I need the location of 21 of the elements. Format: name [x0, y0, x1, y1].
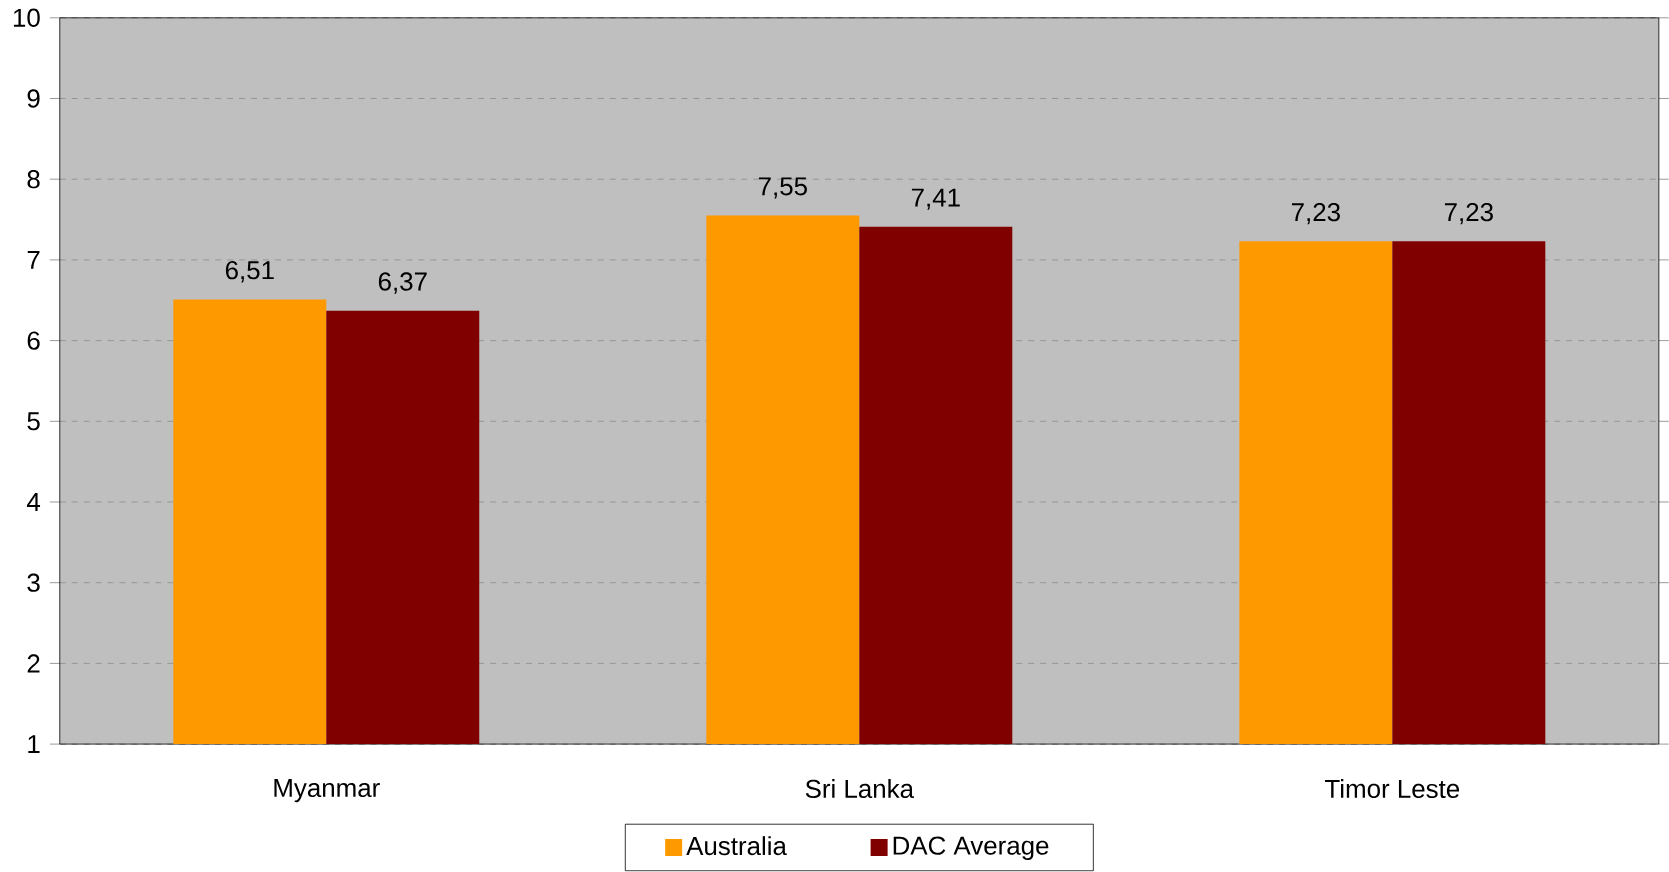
- data-label: 7,41: [911, 188, 960, 210]
- y-tick-label: 9: [27, 89, 40, 108]
- y-tick-label: 7: [27, 251, 40, 269]
- data-label: 7,55: [758, 177, 807, 199]
- y-tick-label: 1: [28, 735, 40, 754]
- y-tick-label: 2: [27, 654, 40, 673]
- data-label: 7,23: [1291, 203, 1340, 225]
- data-label: 6,51: [225, 261, 274, 283]
- data-label: 6,37: [378, 272, 427, 294]
- data-label: 7,23: [1444, 203, 1493, 225]
- x-tick-label: Sri Lanka: [805, 779, 914, 799]
- y-tick-label: 6: [27, 331, 40, 350]
- y-tick-label: 5: [27, 412, 40, 431]
- y-tick-label: 10: [13, 8, 40, 28]
- x-tick-label: Timor Leste: [1325, 779, 1460, 799]
- y-tick-label: 4: [26, 493, 41, 512]
- legend-label: DAC Average: [893, 836, 1049, 861]
- y-tick-label: 3: [27, 573, 40, 593]
- x-tick-label: Myanmar: [274, 779, 380, 803]
- y-tick-label: 8: [27, 170, 40, 189]
- legend-label: Australia: [686, 836, 787, 856]
